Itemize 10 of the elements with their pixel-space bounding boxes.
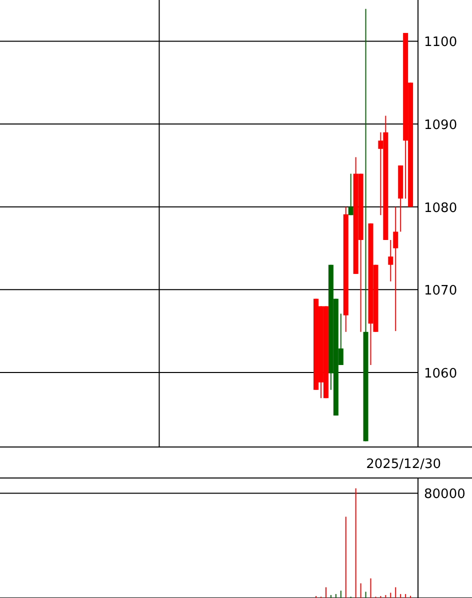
y-tick-label: 1080 (424, 200, 458, 216)
y-tick-label: 1100 (424, 35, 458, 50)
candlestick (348, 173, 354, 216)
text: 80000 (424, 487, 466, 502)
y-tick-label: 1060 (424, 366, 458, 382)
candlestick (393, 206, 398, 332)
candlestick (388, 239, 394, 282)
x-tick-label: 2025/12/30 (366, 457, 442, 472)
y-tick-label: 1090 (424, 118, 458, 134)
y-tick-label: 1070 (424, 284, 458, 299)
